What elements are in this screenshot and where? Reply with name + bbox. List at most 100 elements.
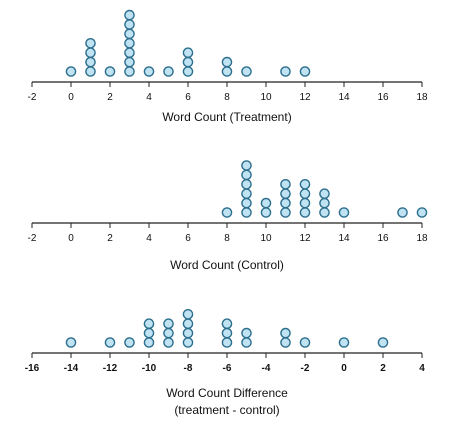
treatment-tick-label: 6 (185, 92, 191, 103)
control-dot (280, 188, 291, 199)
control-dot (319, 207, 330, 218)
difference-tick-label: -2 (301, 363, 310, 374)
treatment-dot (182, 56, 194, 68)
difference-tick-label: -10 (142, 363, 157, 374)
treatment-ticks: -2 0 2 4 6 8 10 12 14 16 18 (28, 82, 428, 103)
treatment-tick-label: 4 (146, 92, 152, 103)
control-x-axis-title: Word Count (Control) (170, 258, 284, 272)
control-tick-label: 6 (185, 233, 191, 244)
treatment-dots (65, 9, 311, 77)
difference-dot (65, 337, 77, 348)
difference-dot (143, 318, 155, 330)
difference-tick-label: -4 (262, 363, 271, 374)
treatment-x-axis-title: Word Count (Treatment) (162, 110, 291, 124)
control-dot (299, 188, 311, 199)
control-tick-label: 2 (107, 233, 113, 244)
treatment-dot (143, 66, 155, 77)
difference-dot (163, 318, 174, 330)
treatment-dot (124, 38, 135, 49)
difference-dot-plot: -16 -14 -12 -10 -8 -6 -4 -2 0 2 4 Word Count Diffe… (25, 308, 425, 417)
treatment-dot (65, 66, 77, 77)
control-tick-label: 4 (146, 233, 152, 244)
difference-tick-label: -12 (103, 363, 118, 374)
difference-tick-label: -8 (184, 363, 193, 374)
treatment-dot (85, 38, 96, 49)
control-dot (260, 207, 272, 218)
control-dot (397, 207, 408, 218)
treatment-tick-label: 2 (107, 92, 113, 103)
difference-dot (241, 327, 252, 339)
difference-dot (182, 308, 194, 320)
treatment-dot (299, 66, 311, 77)
treatment-dot (280, 66, 291, 77)
treatment-dot (124, 56, 135, 68)
treatment-dot (124, 28, 135, 40)
difference-dots (65, 308, 389, 348)
treatment-tick-label: 0 (68, 92, 74, 103)
treatment-dot (124, 66, 135, 77)
treatment-dot (221, 66, 233, 77)
control-dot (319, 197, 330, 209)
control-dot-plot: -2 0 2 4 6 8 10 12 14 16 18 Word Count (Control) (28, 160, 428, 272)
treatment-dot (85, 47, 96, 59)
control-dot (280, 197, 291, 209)
difference-dot (280, 327, 291, 339)
control-dot (280, 178, 291, 190)
control-dot (241, 169, 252, 181)
control-tick-label: 18 (416, 233, 428, 244)
difference-dot (163, 337, 174, 348)
treatment-tick-label: 18 (416, 92, 428, 103)
difference-dot (163, 327, 174, 339)
difference-tick-label: -16 (25, 363, 40, 374)
difference-dot (124, 337, 135, 348)
control-dot (241, 178, 252, 190)
control-tick-label: 8 (224, 233, 230, 244)
difference-dot (280, 337, 291, 348)
treatment-tick-label: -2 (28, 92, 37, 103)
treatment-dot (182, 47, 194, 59)
control-dot (299, 178, 311, 190)
difference-dot (338, 337, 350, 348)
control-dot (241, 188, 252, 199)
control-dot (241, 160, 252, 171)
control-dot (299, 197, 311, 209)
control-dot (319, 188, 330, 199)
control-dot (221, 207, 233, 218)
difference-dot (104, 337, 116, 348)
control-dot (241, 197, 252, 209)
control-dot (416, 207, 428, 218)
difference-dot (221, 337, 233, 348)
control-tick-label: -2 (28, 233, 37, 244)
control-dot (338, 207, 350, 218)
difference-x-axis-title: Word Count Difference (166, 386, 288, 400)
difference-dot (182, 327, 194, 339)
treatment-tick-label: 8 (224, 92, 230, 103)
control-dot (280, 207, 291, 218)
control-dots (221, 160, 428, 218)
treatment-tick-label: 10 (260, 92, 272, 103)
difference-ticks: -16 -14 -12 -10 -8 -6 -4 -2 0 2 4 (25, 353, 425, 374)
control-ticks: -2 0 2 4 6 8 10 12 14 16 18 (28, 223, 428, 244)
treatment-dot (85, 66, 96, 77)
treatment-dot (124, 9, 135, 21)
difference-tick-label: -6 (223, 363, 232, 374)
control-dot (299, 207, 311, 218)
difference-tick-label: 0 (341, 363, 347, 374)
difference-dot (221, 327, 233, 339)
difference-dot (221, 318, 233, 330)
difference-tick-label: -14 (64, 363, 79, 374)
difference-dot (182, 318, 194, 330)
control-dot (241, 207, 252, 218)
treatment-tick-label: 16 (377, 92, 389, 103)
treatment-dot-plot: -2 0 2 4 6 8 10 12 14 16 18 Word Count (Treatment) (28, 9, 428, 124)
treatment-dot (124, 47, 135, 59)
control-tick-label: 0 (68, 233, 74, 244)
treatment-tick-label: 12 (299, 92, 311, 103)
difference-dot (299, 337, 311, 348)
difference-dot (377, 337, 389, 348)
difference-dot (143, 337, 155, 348)
difference-dot (143, 327, 155, 339)
treatment-dot (85, 56, 96, 68)
treatment-dot (124, 19, 135, 30)
